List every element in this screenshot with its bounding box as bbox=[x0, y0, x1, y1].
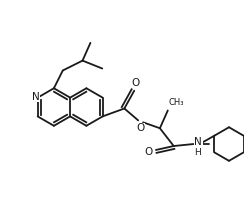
Text: O: O bbox=[145, 147, 153, 157]
Text: N: N bbox=[194, 137, 202, 147]
Text: H: H bbox=[194, 148, 201, 157]
Text: CH₃: CH₃ bbox=[169, 97, 184, 107]
Text: O: O bbox=[136, 123, 144, 133]
Text: N: N bbox=[32, 92, 40, 102]
Text: O: O bbox=[131, 78, 139, 88]
